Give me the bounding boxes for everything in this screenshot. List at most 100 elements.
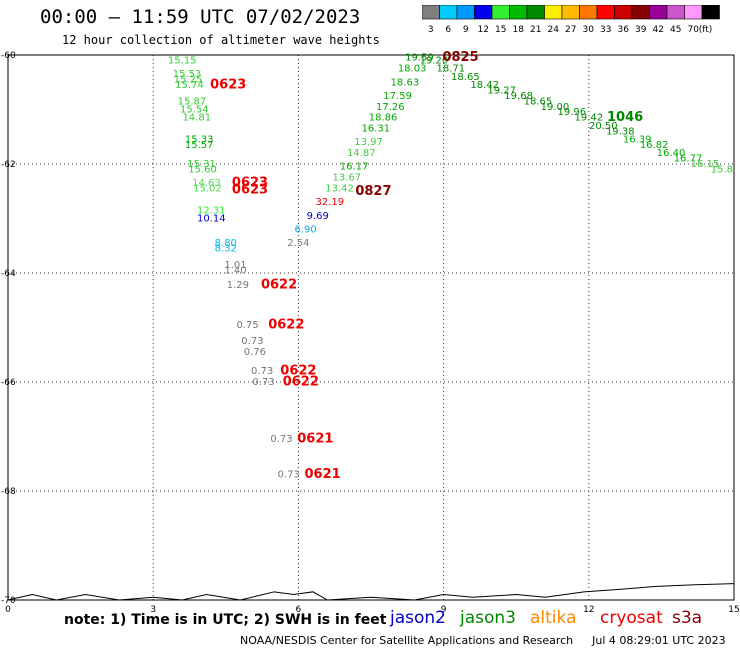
wave-height-label: 15.25 (174, 75, 203, 86)
y-tick-label: -70 (1, 596, 16, 606)
wave-height-label: 0.73 (252, 377, 274, 388)
wave-height-label: 0.73 (270, 434, 292, 445)
wave-height-label: 8.80 (215, 238, 237, 249)
wave-height-label: 0.76 (244, 347, 266, 358)
wave-height-label: 15.33 (185, 134, 214, 145)
wave-height-label: 18.65 (451, 72, 480, 83)
wave-height-label: 15.74 (175, 80, 204, 91)
legend-bin-label: 39 (635, 25, 647, 35)
wave-height-label: 18.86 (369, 113, 398, 124)
wave-height-label: 18.63 (391, 77, 420, 88)
wave-height-label: 0.73 (278, 470, 300, 481)
wave-height-label: 16.77 (674, 154, 703, 165)
wave-height-label: 16.39 (623, 134, 652, 145)
wave-height-label: 16.15 (691, 159, 720, 170)
wave-height-label: 18.42 (470, 80, 499, 91)
page-title: 00:00 – 11:59 UTC 07/02/2023 (40, 6, 361, 28)
wave-height-label: 0.73 (241, 336, 263, 347)
wave-height-label: 1.01 (224, 260, 246, 271)
legend-bin-label: 42 (653, 25, 664, 35)
x-tick-label: 12 (583, 605, 594, 615)
wave-height-label: 19.42 (574, 113, 603, 124)
legend-bin-label: 70 (688, 25, 700, 35)
wave-height-label: 19.38 (606, 126, 635, 137)
wave-height-label: 16.17 (340, 162, 369, 173)
footer-note: note: 1) Time is in UTC; 2) SWH is in fe… (64, 612, 387, 628)
wave-height-label: 14.87 (347, 148, 376, 159)
x-tick-label: 6 (296, 605, 302, 615)
satellite-label: s3a (672, 608, 703, 628)
x-tick-label: 3 (150, 605, 156, 615)
wave-height-label: 19.96 (558, 107, 587, 118)
time-code-label: 0623 (232, 183, 268, 198)
y-tick-label: -64 (1, 269, 16, 279)
wave-height-label: 15.54 (180, 105, 209, 116)
time-code-label: 0827 (355, 184, 391, 199)
wave-height-label: 1.29 (227, 280, 249, 291)
wave-height-label: 0.75 (236, 320, 258, 331)
wave-height-label: 15.87 (178, 96, 207, 107)
wave-height-label: 15.31 (187, 159, 216, 170)
legend-bin-label: 27 (565, 25, 576, 35)
time-code-label: 0622 (283, 375, 319, 390)
wave-height-label: 15.15 (168, 55, 197, 66)
wave-height-label: 19.68 (504, 91, 533, 102)
x-tick-label: 15 (728, 605, 739, 615)
wave-height-label: 0.73 (251, 366, 273, 377)
legend-unit: (ft) (699, 25, 713, 35)
coastline (7, 583, 735, 601)
wave-height-label: 1.40 (224, 265, 246, 276)
wave-height-label: 20.50 (589, 121, 618, 132)
time-code-label: 0622 (280, 364, 316, 379)
legend-bin-label: 33 (600, 25, 611, 35)
wave-height-label: 16.82 (640, 140, 669, 151)
wave-height-label: 19.59 (405, 53, 434, 64)
wave-height-label: 18.65 (524, 96, 553, 107)
wave-height-label: 16.31 (362, 124, 391, 135)
wave-height-label: 15.57 (185, 140, 214, 151)
legend-bin-label: 9 (463, 25, 469, 35)
time-code-label: 0621 (305, 467, 341, 482)
credit-line: NOAA/NESDIS Center for Satellite Applica… (240, 634, 726, 647)
wave-height-label: 14.81 (182, 113, 211, 124)
time-code-label: 0623 (232, 176, 268, 191)
wave-height-label: 19.27 (487, 85, 516, 96)
y-tick-label: -62 (1, 160, 16, 170)
time-code-label: 0621 (297, 432, 333, 447)
x-tick-label: 0 (5, 605, 11, 615)
y-tick-label: -68 (1, 487, 16, 497)
satellite-label: cryosat (600, 608, 663, 628)
y-tick-label: -60 (1, 51, 16, 61)
wave-height-label: 12.31 (197, 205, 226, 216)
wave-height-label: 16.40 (657, 148, 686, 159)
wave-height-label: 14.63 (192, 178, 221, 189)
legend-bin-label: 15 (495, 25, 506, 35)
x-tick-label: 9 (441, 605, 447, 615)
satellite-label: altika (530, 608, 577, 628)
wave-height-label: 8.32 (215, 243, 237, 254)
legend-bin-label: 3 (428, 25, 434, 35)
legend-bin-label: 6 (445, 25, 451, 35)
wave-height-label: 19.00 (541, 102, 570, 113)
page-subtitle: 12 hour collection of altimeter wave hei… (62, 33, 380, 47)
wave-height-label: 18.71 (437, 64, 466, 75)
wave-height-label: 18.03 (398, 64, 427, 75)
time-code-label: 0825 (442, 50, 478, 65)
satellite-label: jason2 (390, 608, 446, 628)
wave-height-label: 17.26 (376, 102, 405, 113)
time-code-label: 1046 (607, 110, 643, 125)
wave-height-label: 32.19 (316, 197, 345, 208)
wave-height-label: 13.42 (325, 184, 354, 195)
wave-height-label: 13.97 (354, 137, 383, 148)
wave-height-label: 15.53 (173, 69, 202, 80)
legend-bin-label: 36 (618, 25, 630, 35)
wave-height-label: 2.54 (287, 238, 309, 249)
wave-height-label: 9.69 (307, 211, 329, 222)
wave-height-label: 6.90 (295, 224, 317, 235)
legend-swatch (701, 5, 720, 20)
time-code-label: 0623 (210, 77, 246, 92)
wave-height-label: 10.14 (197, 214, 226, 225)
legend-bin-label: 30 (583, 25, 595, 35)
